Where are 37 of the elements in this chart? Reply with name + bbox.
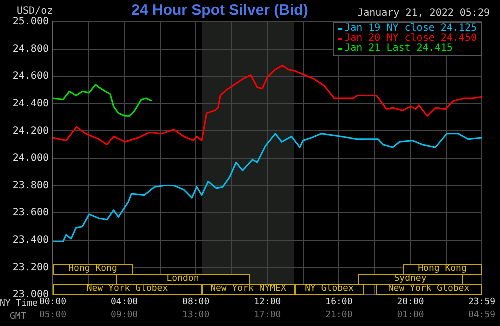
y-tick-label: 23.400 bbox=[12, 234, 49, 246]
x-axis-title: NY Time bbox=[0, 299, 38, 309]
session-box: London bbox=[116, 274, 250, 285]
legend-label: Jan 19 NY close 24.125 bbox=[344, 23, 477, 34]
session-box: NY Globex bbox=[295, 284, 364, 295]
x2-tick-label: 01:00 bbox=[397, 310, 424, 321]
y-axis-title: USD/oz bbox=[17, 6, 54, 17]
y-tick-label: 24.400 bbox=[12, 98, 49, 110]
y-tick-label: 25.000 bbox=[12, 16, 49, 28]
x-tick-label: 16:00 bbox=[326, 298, 353, 308]
x-tick-label: 20:00 bbox=[397, 298, 424, 308]
x-tick-label: 04:00 bbox=[111, 298, 138, 308]
x2-axis-title: GMT bbox=[10, 312, 26, 322]
session-box: New York NYMEX bbox=[202, 284, 295, 295]
chart-title: 24 Hour Spot Silver (Bid) bbox=[132, 2, 308, 19]
x-tick-label: 08:00 bbox=[182, 298, 210, 308]
y-tick-label: 24.800 bbox=[12, 44, 49, 55]
y-tick-label: 23.200 bbox=[12, 262, 49, 274]
session-box: Sydney bbox=[358, 274, 463, 285]
x-tick-label: 23:59 bbox=[468, 298, 496, 308]
x2-tick-label: 05:00 bbox=[39, 310, 67, 321]
x2-tick-label: 21:00 bbox=[326, 310, 353, 321]
legend-label: Jan 20 NY close 24.450 bbox=[344, 33, 477, 44]
y-tick-label: 24.200 bbox=[12, 126, 49, 137]
chart-subtitle: January 21, 2022 05:29 bbox=[358, 8, 490, 19]
x2-tick-label: 04:59 bbox=[468, 310, 496, 321]
y-tick-label: 23.800 bbox=[12, 180, 49, 192]
y-tick-label: 23.600 bbox=[12, 208, 49, 219]
x2-tick-label: 13:00 bbox=[182, 310, 210, 321]
legend-label: Jan 21 Last 24.415 bbox=[344, 43, 453, 54]
session-box: Hong Kong bbox=[53, 264, 133, 275]
x2-tick-label: 09:00 bbox=[111, 310, 138, 321]
x-tick-label: 12:00 bbox=[254, 298, 282, 308]
y-tick-label: 24.600 bbox=[12, 71, 49, 82]
y-tick-label: 24.000 bbox=[12, 153, 49, 164]
session-box: Hong Kong bbox=[403, 264, 482, 275]
x2-tick-label: 17:00 bbox=[254, 310, 282, 321]
